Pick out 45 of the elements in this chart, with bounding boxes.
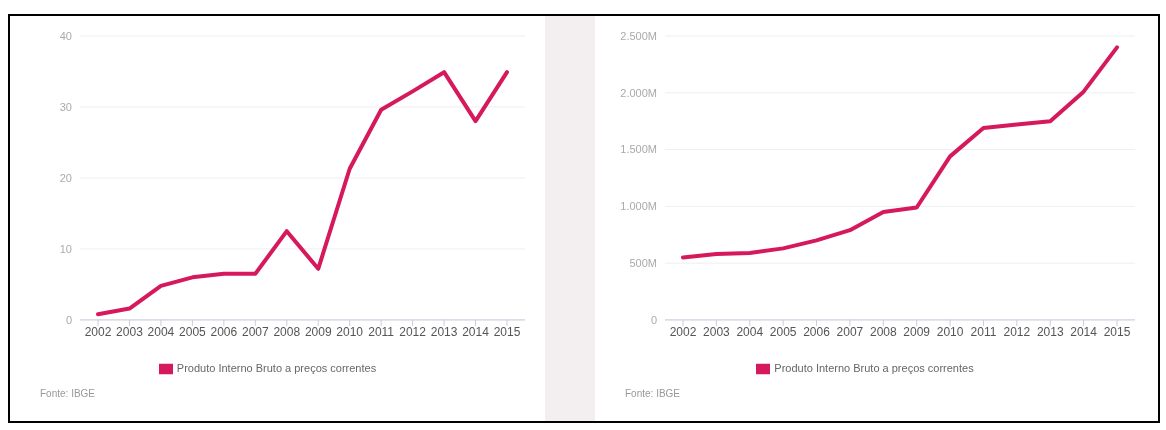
x-tick-label: 2015 xyxy=(493,325,521,340)
x-tick-label: 2005 xyxy=(179,325,207,340)
x-tick-label: 2014 xyxy=(1070,325,1098,340)
source-note: Fonte: IBGE xyxy=(40,388,96,399)
x-tick-label: 2010 xyxy=(336,325,364,340)
x-tick-label: 2008 xyxy=(869,325,897,340)
x-tick-label: 2004 xyxy=(736,325,764,340)
line-series xyxy=(96,70,509,317)
x-tick-label: 2011 xyxy=(970,325,997,340)
y-tick-label: 1.500M xyxy=(620,143,657,156)
x-tick-label: 2006 xyxy=(210,325,238,340)
x-tick-label: 2014 xyxy=(462,325,490,340)
x-tick-label: 2011 xyxy=(368,325,395,340)
y-tick-label: 10 xyxy=(59,242,72,255)
legend-label: Produto Interno Bruto a preços correntes xyxy=(176,361,377,374)
x-tick-label: 2004 xyxy=(147,325,175,340)
y-tick-label: 40 xyxy=(59,29,72,42)
y-tick-label: 0 xyxy=(65,313,72,326)
x-tick-label: 2007 xyxy=(241,325,269,340)
x-tick-label: 2013 xyxy=(430,325,458,340)
x-tick-label: 2009 xyxy=(903,325,931,340)
x-tick-label: 2002 xyxy=(84,325,112,340)
x-tick-label: 2005 xyxy=(769,325,797,340)
x-tick-label: 2008 xyxy=(273,325,301,340)
y-tick-label: 2.500M xyxy=(620,29,657,42)
x-tick-label: 2003 xyxy=(703,325,731,340)
x-tick-label: 2010 xyxy=(936,325,964,340)
legend-label: Produto Interno Bruto a preços correntes xyxy=(774,361,974,374)
x-tick-label: 2003 xyxy=(116,325,144,340)
line-series xyxy=(681,45,1119,260)
source-note: Fonte: IBGE xyxy=(625,388,681,399)
y-tick-label: 1.000M xyxy=(620,200,657,213)
y-tick-label: 30 xyxy=(59,100,72,113)
x-tick-label: 2015 xyxy=(1103,325,1131,340)
x-tick-label: 2012 xyxy=(1003,325,1031,340)
x-tick-label: 2002 xyxy=(669,325,697,340)
y-tick-label: 2.000M xyxy=(620,86,657,99)
x-tick-label: 2006 xyxy=(803,325,831,340)
x-tick-label: 2007 xyxy=(836,325,864,340)
x-tick-label: 2012 xyxy=(399,325,427,340)
x-tick-label: 2013 xyxy=(1036,325,1064,340)
y-tick-label: 500M xyxy=(629,257,657,270)
y-tick-label: 20 xyxy=(59,171,72,184)
x-tick-label: 2009 xyxy=(304,325,332,340)
y-tick-label: 0 xyxy=(650,313,657,326)
